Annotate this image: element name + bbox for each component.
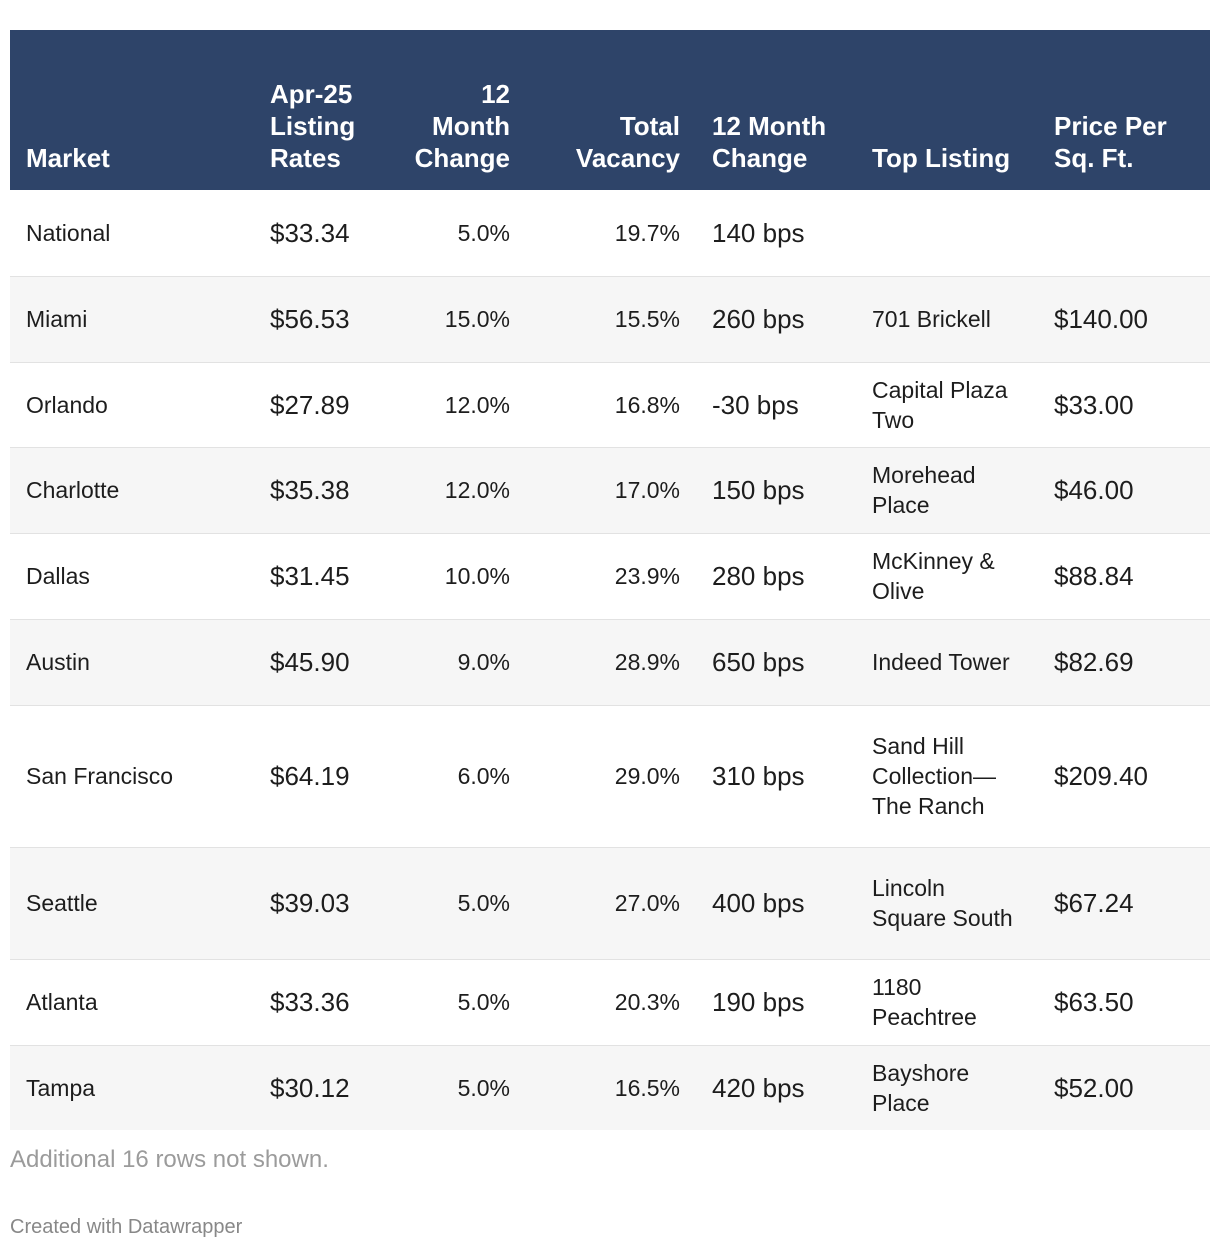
table-row: Charlotte $35.38 12.0% 17.0% 150 bps Morehead…	[10, 447, 1210, 534]
cell-total-vacancy: 19.7%	[526, 190, 696, 277]
cell-rate-change: 5.0%	[380, 190, 526, 277]
column-header-top-listing[interactable]: Top Listing	[872, 143, 1011, 173]
cell-price-per-sqft: $82.69	[1038, 619, 1210, 706]
cell-top-listing: Indeed Tower	[856, 619, 1038, 706]
table-body: National $33.34 5.0% 19.7% 140 bps Miami $56.5…	[10, 190, 1210, 1130]
cell-top-listing: Morehead Place	[856, 447, 1038, 534]
cell-rate-change: 15.0%	[380, 276, 526, 363]
cell-listing-rate: $31.45	[254, 533, 380, 620]
cell-total-vacancy: 20.3%	[526, 959, 696, 1046]
cell-vacancy-change: 650 bps	[696, 619, 856, 706]
cell-listing-rate: $45.90	[254, 619, 380, 706]
table-row: Atlanta $33.36 5.0% 20.3% 190 bps 1180 Peacht…	[10, 959, 1210, 1046]
cell-top-listing	[856, 190, 1038, 277]
cell-total-vacancy: 17.0%	[526, 447, 696, 534]
cell-total-vacancy: 29.0%	[526, 705, 696, 848]
cell-price-per-sqft: $46.00	[1038, 447, 1210, 534]
cell-listing-rate: $39.03	[254, 847, 380, 960]
table-row: Dallas $31.45 10.0% 23.9% 280 bps McKinney & …	[10, 533, 1210, 620]
column-header-market[interactable]: Market	[26, 143, 110, 173]
table-row: San Francisco $64.19 6.0% 29.0% 310 bps Sand …	[10, 705, 1210, 848]
column-header-rate-change[interactable]: 12 Month Change	[414, 79, 510, 173]
cell-total-vacancy: 28.9%	[526, 619, 696, 706]
cell-vacancy-change: 140 bps	[696, 190, 856, 277]
data-table: Market Apr-25 Listing Rates 12 Month Cha…	[10, 30, 1210, 1130]
cell-listing-rate: $33.34	[254, 190, 380, 277]
cell-price-per-sqft: $63.50	[1038, 959, 1210, 1046]
table-header-row: Market Apr-25 Listing Rates 12 Month Cha…	[10, 30, 1210, 190]
cell-market: Charlotte	[10, 447, 254, 534]
cell-top-listing: McKinney & Olive	[856, 533, 1038, 620]
cell-market: Atlanta	[10, 959, 254, 1046]
cell-rate-change: 5.0%	[380, 847, 526, 960]
cell-price-per-sqft: $67.24	[1038, 847, 1210, 960]
cell-vacancy-change: 150 bps	[696, 447, 856, 534]
cell-market: Seattle	[10, 847, 254, 960]
table-row: Orlando $27.89 12.0% 16.8% -30 bps Capital Pl…	[10, 362, 1210, 448]
column-header-total-vacancy[interactable]: Total Vacancy	[575, 111, 680, 173]
cell-market: Austin	[10, 619, 254, 706]
cell-price-per-sqft: $52.00	[1054, 1072, 1134, 1103]
cell-listing-rate: $27.89	[254, 362, 380, 448]
cell-top-listing: Sand Hill Collection—The Ranch	[856, 705, 1038, 848]
cell-rate-change: 10.0%	[380, 533, 526, 620]
cell-market: San Francisco	[10, 705, 254, 848]
cell-top-listing: Lincoln Square South	[856, 847, 1038, 960]
cell-vacancy-change: 310 bps	[696, 705, 856, 848]
cell-vacancy-change: 280 bps	[696, 533, 856, 620]
cell-listing-rate: $56.53	[254, 276, 380, 363]
cell-rate-change: 5.0%	[380, 959, 526, 1046]
cell-top-listing: 701 Brickell	[856, 276, 1038, 363]
cell-market: National	[10, 190, 254, 277]
cell-vacancy-change: 190 bps	[696, 959, 856, 1046]
cell-total-vacancy: 15.5%	[526, 276, 696, 363]
table-row: Miami $56.53 15.0% 15.5% 260 bps 701 Brickell…	[10, 276, 1210, 363]
cell-vacancy-change: -30 bps	[696, 362, 856, 448]
cell-market: Orlando	[10, 362, 254, 448]
cell-top-listing: Capital Plaza Two	[856, 362, 1038, 448]
cell-rate-change: 6.0%	[380, 705, 526, 848]
cell-vacancy-change: 260 bps	[696, 276, 856, 363]
cell-rate-change: 12.0%	[380, 362, 526, 448]
cell-listing-rate: $30.12	[270, 1072, 350, 1103]
cell-total-vacancy: 23.9%	[526, 533, 696, 620]
cell-rate-change: 9.0%	[380, 619, 526, 706]
column-header-vacancy-change[interactable]: 12 Month Change	[712, 111, 827, 173]
cell-price-per-sqft: $209.40	[1038, 705, 1210, 848]
cell-vacancy-change: 400 bps	[696, 847, 856, 960]
cell-total-vacancy: 16.5%	[614, 1074, 680, 1101]
cell-price-per-sqft: $140.00	[1038, 276, 1210, 363]
cell-price-per-sqft: $33.00	[1038, 362, 1210, 448]
cell-vacancy-change: 420 bps	[712, 1072, 805, 1103]
table-row: Austin $45.90 9.0% 28.9% 650 bps Indeed Tower…	[10, 619, 1210, 706]
data-table-container: Market Apr-25 Listing Rates 12 Month Cha…	[10, 30, 1210, 1130]
cell-total-vacancy: 27.0%	[526, 847, 696, 960]
cell-top-listing: 1180 Peachtree	[856, 959, 1038, 1046]
datawrapper-credit[interactable]: Created with Datawrapper	[10, 1216, 243, 1238]
cell-listing-rate: $64.19	[254, 705, 380, 848]
cell-price-per-sqft	[1038, 190, 1210, 277]
table-row: Tampa $30.12 5.0% 16.5% 420 bps Bayshore Plac…	[10, 1045, 1210, 1130]
cell-market: Miami	[10, 276, 254, 363]
column-header-price-per-sqft[interactable]: Price Per Sq. Ft.	[1054, 111, 1167, 173]
cell-total-vacancy: 16.8%	[526, 362, 696, 448]
table-row: Seattle $39.03 5.0% 27.0% 400 bps Lincoln Squ…	[10, 847, 1210, 960]
cell-rate-change: 12.0%	[380, 447, 526, 534]
rows-not-shown-note: Additional 16 rows not shown.	[10, 1146, 329, 1173]
cell-top-listing: Bayshore Place	[872, 1059, 970, 1116]
cell-rate-change: 5.0%	[457, 1074, 510, 1101]
cell-listing-rate: $33.36	[254, 959, 380, 1046]
column-header-listing-rates[interactable]: Apr-25 Listing Rates	[270, 79, 356, 173]
cell-listing-rate: $35.38	[254, 447, 380, 534]
cell-market: Dallas	[10, 533, 254, 620]
cell-price-per-sqft: $88.84	[1038, 533, 1210, 620]
cell-market: Tampa	[26, 1074, 96, 1101]
table-row: National $33.34 5.0% 19.7% 140 bps	[10, 190, 1210, 277]
